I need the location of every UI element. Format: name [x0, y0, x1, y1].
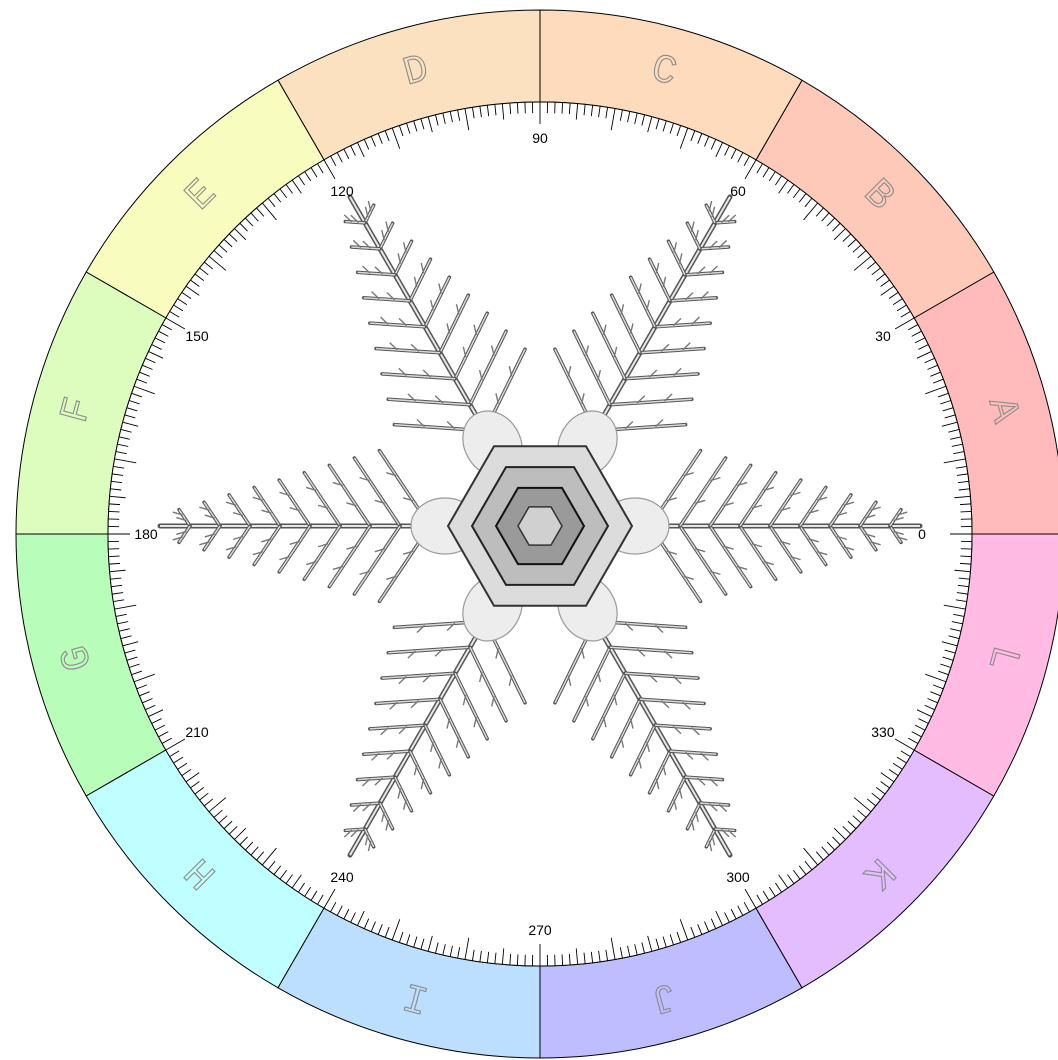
degree-label-120: 120 — [330, 183, 354, 199]
sector-ring — [15, 9, 1058, 1059]
degree-label-330: 330 — [871, 724, 895, 740]
degree-label-270: 270 — [528, 922, 552, 938]
degree-label-60: 60 — [730, 183, 746, 199]
degree-label-210: 210 — [185, 724, 209, 740]
degree-label-300: 300 — [726, 869, 750, 885]
degree-label-90: 90 — [532, 130, 548, 146]
snowflake-image — [157, 194, 923, 858]
snowflake-center — [517, 506, 563, 546]
degree-label-30: 30 — [875, 328, 891, 344]
tick-marks — [108, 102, 972, 966]
snowflake-arm — [537, 194, 737, 529]
degree-label-240: 240 — [330, 869, 354, 885]
degree-label-180: 180 — [134, 526, 158, 542]
degree-labels: 0 30 60 90 120 150 180 210 240 270 300 330 — [134, 130, 926, 938]
degree-label-0: 0 — [918, 526, 926, 542]
degree-label-150: 150 — [185, 328, 209, 344]
degree-ticks — [108, 102, 972, 966]
